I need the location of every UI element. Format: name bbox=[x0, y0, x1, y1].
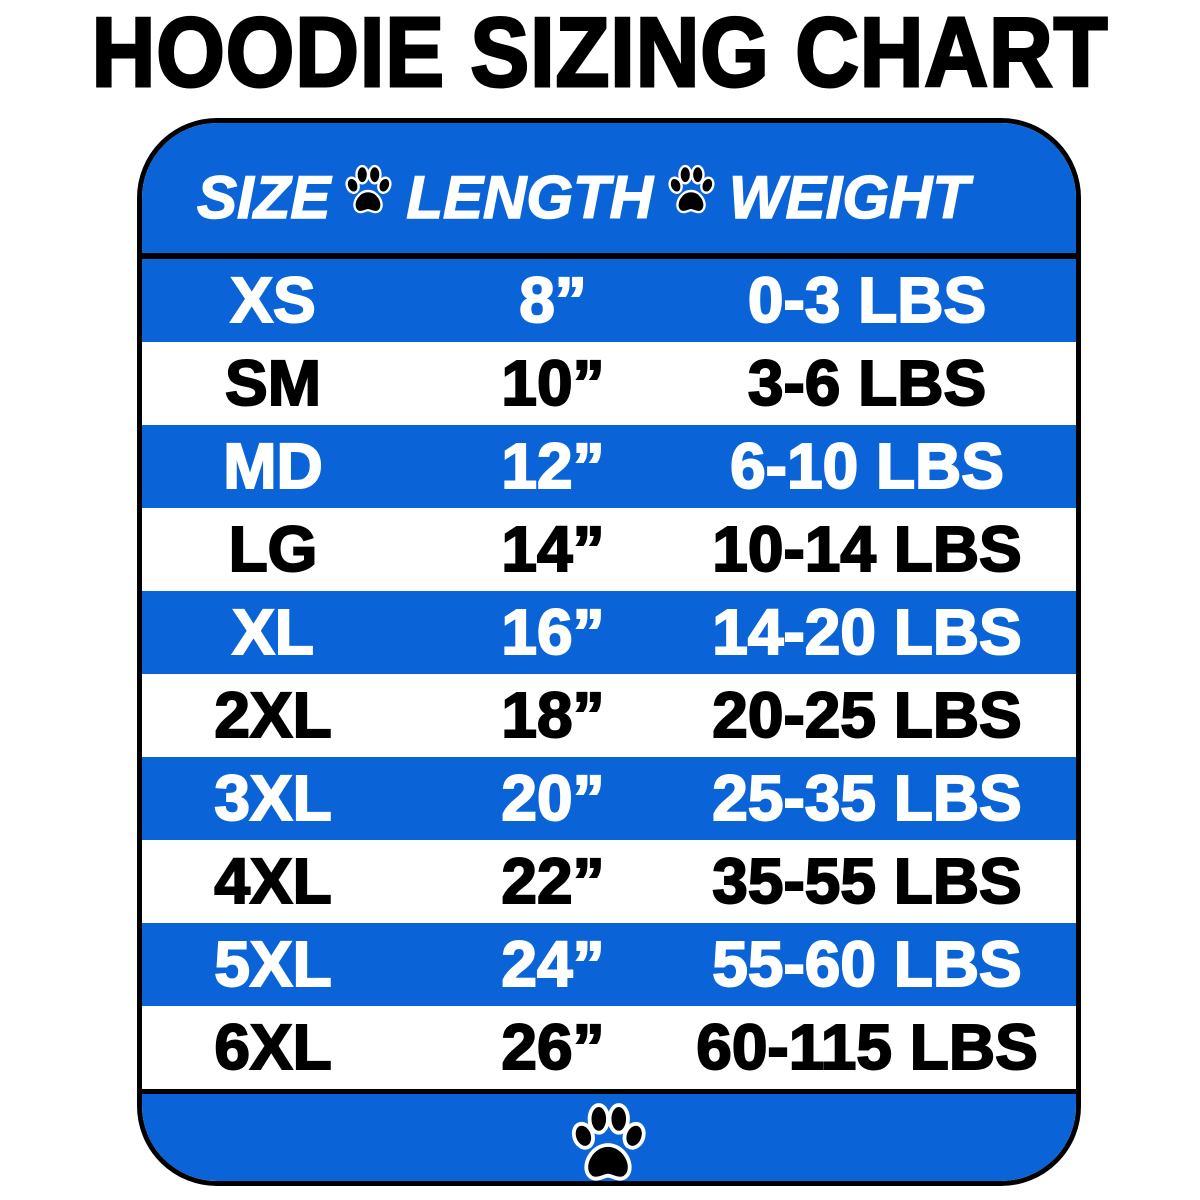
size-cell: LG bbox=[228, 512, 319, 586]
size-cell: 2XL bbox=[213, 678, 332, 752]
table-row: XS 8” 0-3 LBS bbox=[142, 259, 1076, 342]
weight-cell: 35-55 LBS bbox=[711, 844, 1022, 918]
size-cell: 5XL bbox=[213, 927, 332, 1001]
length-cell: 12” bbox=[500, 429, 605, 503]
size-cell: MD bbox=[222, 429, 324, 503]
length-cell: 16” bbox=[500, 595, 605, 669]
size-cell: 6XL bbox=[213, 1010, 332, 1084]
size-cell: 4XL bbox=[213, 844, 332, 918]
length-cell: 14” bbox=[500, 512, 605, 586]
table-row: 4XL 22” 35-55 LBS bbox=[142, 840, 1076, 923]
header-size: SIZE bbox=[196, 163, 331, 232]
header-length: LENGTH bbox=[406, 163, 654, 232]
length-cell: 26” bbox=[500, 1010, 605, 1084]
table-row: MD 12” 6-10 LBS bbox=[142, 425, 1076, 508]
length-cell: 18” bbox=[500, 678, 605, 752]
table-header: SIZE LENGTH WEIGHT bbox=[142, 123, 1076, 259]
paw-print-icon bbox=[667, 163, 715, 233]
size-cell: XS bbox=[229, 263, 316, 337]
size-cell: SM bbox=[224, 346, 322, 420]
table-footer bbox=[142, 1089, 1076, 1181]
table-row: 2XL 18” 20-25 LBS bbox=[142, 674, 1076, 757]
table-row: 5XL 24” 55-60 LBS bbox=[142, 923, 1076, 1006]
paw-print-icon bbox=[344, 163, 392, 233]
paw-print-icon bbox=[569, 1102, 647, 1181]
length-cell: 22” bbox=[500, 844, 605, 918]
table-row: XL 16” 14-20 LBS bbox=[142, 591, 1076, 674]
weight-cell: 14-20 LBS bbox=[711, 595, 1022, 669]
length-cell: 10” bbox=[500, 346, 605, 420]
weight-cell: 6-10 LBS bbox=[729, 429, 1005, 503]
header-weight: WEIGHT bbox=[728, 163, 969, 232]
weight-cell: 55-60 LBS bbox=[711, 927, 1022, 1001]
table-row: 6XL 26” 60-115 LBS bbox=[142, 1006, 1076, 1089]
weight-cell: 25-35 LBS bbox=[711, 761, 1022, 835]
table-row: SM 10” 3-6 LBS bbox=[142, 342, 1076, 425]
length-cell: 8” bbox=[518, 263, 588, 337]
weight-cell: 60-115 LBS bbox=[695, 1010, 1039, 1084]
weight-cell: 3-6 LBS bbox=[747, 346, 987, 420]
length-cell: 20” bbox=[500, 761, 605, 835]
page-title: HOODIE SIZING CHART bbox=[90, 0, 1109, 107]
table-row: LG 14” 10-14 LBS bbox=[142, 508, 1076, 591]
sizing-table: SIZE LENGTH WEIGHT XS 8” 0-3 LBS SM 10” 3-6 L… bbox=[137, 118, 1081, 1186]
size-cell: XL bbox=[231, 595, 315, 669]
weight-cell: 0-3 LBS bbox=[747, 263, 987, 337]
size-cell: 3XL bbox=[213, 761, 332, 835]
table-row: 3XL 20” 25-35 LBS bbox=[142, 757, 1076, 840]
weight-cell: 20-25 LBS bbox=[711, 678, 1022, 752]
length-cell: 24” bbox=[500, 927, 605, 1001]
weight-cell: 10-14 LBS bbox=[711, 512, 1022, 586]
